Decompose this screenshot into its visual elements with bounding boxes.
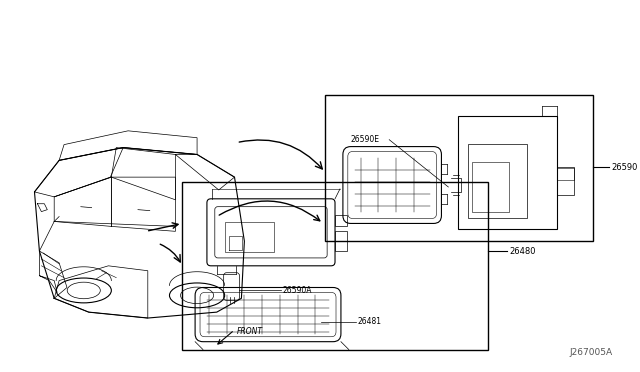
Bar bbox=[557, 168, 575, 180]
Text: 26481: 26481 bbox=[358, 317, 381, 327]
Bar bbox=[335, 231, 347, 251]
Bar bbox=[225, 222, 274, 252]
Text: 26480: 26480 bbox=[509, 247, 536, 256]
Text: FRONT: FRONT bbox=[237, 327, 262, 336]
Bar bbox=[468, 144, 527, 218]
Bar bbox=[325, 95, 593, 241]
Bar bbox=[472, 162, 509, 212]
Text: 26590: 26590 bbox=[611, 163, 637, 172]
Text: 26590E: 26590E bbox=[351, 135, 380, 144]
Text: 26590A: 26590A bbox=[283, 286, 312, 295]
Bar bbox=[335, 215, 347, 227]
Bar bbox=[182, 182, 488, 350]
Bar bbox=[458, 116, 557, 230]
Bar bbox=[557, 167, 575, 195]
Text: J267005A: J267005A bbox=[570, 349, 613, 357]
